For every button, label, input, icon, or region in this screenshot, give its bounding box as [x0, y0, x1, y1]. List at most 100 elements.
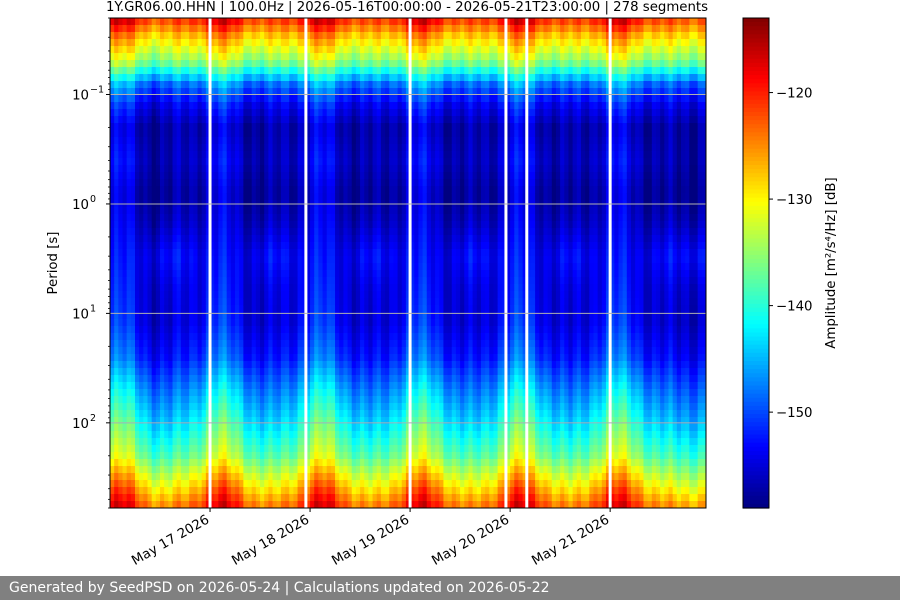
heatmap-cell [147, 270, 153, 278]
heatmap-cell [205, 102, 211, 110]
heatmap-cell [160, 214, 165, 222]
heatmap-cell [185, 473, 190, 481]
heatmap-cell [147, 340, 153, 348]
heatmap-cell [139, 291, 144, 299]
heatmap-cell [164, 193, 169, 201]
heatmap-cell [335, 438, 340, 446]
heatmap-cell [122, 228, 128, 236]
heatmap-cell [189, 214, 194, 222]
heatmap-cell [347, 249, 353, 257]
heatmap-cell [172, 32, 178, 40]
heatmap-cell [318, 18, 324, 26]
heatmap-cell [218, 32, 224, 40]
heatmap-cell [293, 249, 299, 257]
heatmap-cell [376, 235, 382, 243]
heatmap-cell [185, 32, 190, 40]
heatmap-cell [197, 410, 203, 418]
heatmap-cell [235, 326, 240, 334]
heatmap-cell [272, 137, 278, 145]
heatmap-cell [210, 137, 215, 145]
heatmap-cell [276, 480, 282, 488]
heatmap-cell [189, 417, 194, 425]
heatmap-cell [135, 25, 140, 33]
heatmap-cell [122, 375, 128, 383]
heatmap-cell [160, 151, 165, 159]
heatmap-cell [268, 32, 274, 40]
heatmap-cell [180, 263, 186, 271]
heatmap-cell [376, 88, 382, 96]
heatmap-cell [397, 487, 403, 495]
heatmap-cell [143, 32, 149, 40]
heatmap-cell [193, 277, 199, 285]
heatmap-cell [235, 46, 240, 54]
heatmap-cell [330, 284, 336, 292]
heatmap-cell [151, 186, 157, 194]
heatmap-cell [247, 445, 253, 453]
heatmap-cell [355, 445, 361, 453]
heatmap-cell [239, 137, 244, 145]
heatmap-cell [230, 480, 236, 488]
heatmap-cell [264, 214, 269, 222]
heatmap-cell [343, 326, 349, 334]
heatmap-cell [339, 81, 344, 89]
heatmap-cell [135, 130, 140, 138]
heatmap-cell [289, 319, 294, 327]
heatmap-cell [318, 396, 324, 404]
heatmap-cell [310, 116, 315, 124]
heatmap-cell [260, 438, 265, 446]
heatmap-cell [226, 249, 232, 257]
heatmap-cell [205, 424, 211, 432]
heatmap-cell [201, 333, 207, 341]
heatmap-cell [376, 396, 382, 404]
heatmap-cell [114, 354, 119, 362]
heatmap-cell [355, 410, 361, 418]
heatmap-cell [247, 326, 253, 334]
heatmap-cell [160, 228, 165, 236]
heatmap-cell [230, 144, 236, 152]
heatmap-cell [301, 354, 307, 362]
heatmap-cell [118, 151, 124, 159]
heatmap-cell [326, 368, 332, 376]
heatmap-cell [401, 53, 407, 61]
heatmap-cell [230, 25, 236, 33]
heatmap-cell [135, 53, 140, 61]
heatmap-cell [205, 382, 211, 390]
heatmap-cell [380, 347, 386, 355]
heatmap-cell [326, 67, 332, 75]
heatmap-cell [326, 396, 332, 404]
heatmap-cell [343, 368, 349, 376]
heatmap-cell [397, 186, 403, 194]
heatmap-cell [280, 340, 286, 348]
heatmap-cell [314, 501, 319, 509]
heatmap-cell [185, 368, 190, 376]
heatmap-cell [268, 256, 274, 264]
heatmap-cell [351, 389, 357, 397]
heatmap-cell [310, 305, 315, 313]
heatmap-cell [164, 431, 169, 439]
heatmap-cell [247, 431, 253, 439]
heatmap-cell [289, 207, 294, 215]
heatmap-cell [297, 172, 303, 180]
heatmap-cell [385, 221, 390, 229]
heatmap-cell [264, 501, 269, 509]
heatmap-cell [268, 158, 274, 166]
heatmap-cell [247, 144, 253, 152]
heatmap-cell [160, 333, 165, 341]
heatmap-cell [289, 74, 294, 82]
heatmap-cell [230, 396, 236, 404]
heatmap-cell [318, 284, 324, 292]
heatmap-cell [260, 95, 265, 103]
heatmap-cell [280, 228, 286, 236]
heatmap-cell [243, 284, 249, 292]
heatmap-cell [289, 102, 294, 110]
heatmap-cell [285, 473, 290, 481]
heatmap-cell [339, 347, 344, 355]
heatmap-cell [385, 144, 390, 152]
heatmap-cell [180, 186, 186, 194]
heatmap-cell [118, 270, 124, 278]
heatmap-cell [276, 179, 282, 187]
heatmap-cell [368, 312, 374, 320]
heatmap-cell [130, 291, 136, 299]
heatmap-cell [230, 109, 236, 117]
heatmap-cell [297, 487, 303, 495]
